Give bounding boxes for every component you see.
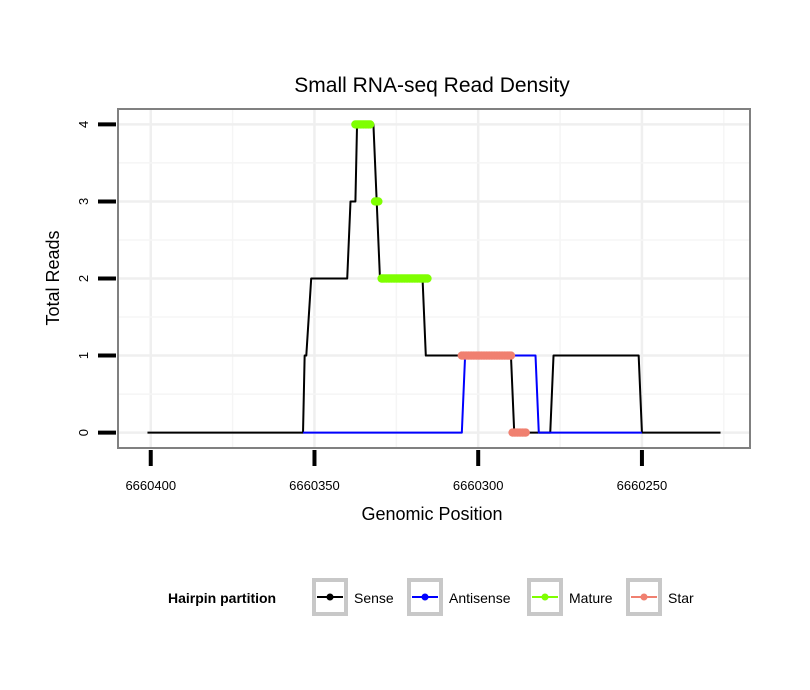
legend-entry-antisense: Antisense [407, 578, 511, 616]
legend-entry-mature: Mature [527, 578, 613, 616]
legend-key-box [407, 578, 443, 616]
legend-title: Hairpin partition [168, 590, 276, 606]
x-axis: 6660400 6660350 6660300 6660250 [125, 450, 667, 493]
y-tick-label: 0 [76, 429, 91, 436]
legend-label: Mature [569, 590, 613, 606]
legend-label: Antisense [449, 590, 511, 606]
legend-key-point [421, 593, 429, 601]
legend-label: Star [668, 590, 694, 606]
data-point-mature [365, 120, 375, 129]
series-points-star [508, 428, 530, 437]
y-tick-label: 1 [76, 352, 91, 359]
data-point-mature [374, 197, 383, 206]
chart-title: Small RNA-seq Read Density [294, 74, 570, 97]
x-tick-label: 6660400 [125, 478, 176, 493]
legend: Hairpin partition Sense Antisense Mature St… [168, 578, 694, 616]
data-point-mature [423, 274, 432, 283]
y-axis: 0 1 2 3 4 [76, 121, 116, 436]
x-tick-label: 6660350 [289, 478, 340, 493]
legend-entry-star: Star [626, 578, 694, 616]
x-axis-title: Genomic Position [361, 504, 502, 524]
x-tick-label: 6660250 [617, 478, 668, 493]
series-points-mature [351, 120, 375, 129]
y-tick-label: 2 [76, 275, 91, 282]
legend-entries: Sense Antisense Mature Star [312, 578, 694, 616]
data-point-star [506, 351, 516, 360]
legend-key-point [326, 593, 334, 601]
data-point-star [521, 428, 530, 437]
series-points-star [457, 351, 516, 360]
legend-key-point [640, 593, 648, 601]
y-tick-label: 4 [76, 121, 91, 128]
series-layer [147, 120, 721, 437]
series-points-mature [370, 197, 383, 206]
legend-label: Sense [354, 590, 394, 606]
series-points-mature [377, 274, 432, 283]
legend-key-point [541, 593, 549, 601]
legend-entry-sense: Sense [312, 578, 394, 616]
x-tick-label: 6660300 [453, 478, 504, 493]
y-axis-title: Total Reads [43, 230, 63, 325]
y-tick-label: 3 [76, 198, 91, 205]
